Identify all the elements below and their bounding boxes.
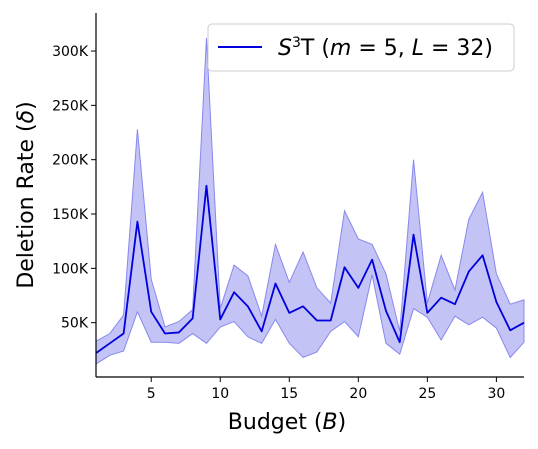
y-tick-label: 50K	[61, 316, 89, 332]
x-axis-title: Budget (B)	[228, 410, 346, 435]
x-tick-label: 10	[211, 386, 229, 402]
y-tick-label: 100K	[52, 261, 89, 277]
series-line	[95, 184, 525, 354]
y-tick-label: 250K	[52, 98, 89, 114]
x-tick-label: 20	[349, 386, 367, 402]
x-tick-label: 15	[280, 386, 298, 402]
x-tick-label: 25	[418, 386, 436, 402]
x-tick-label: 30	[487, 386, 505, 402]
y-tick-label: 300K	[52, 44, 89, 60]
legend: S3T (m = 5, L = 32)	[207, 23, 515, 72]
legend-frame	[207, 23, 515, 72]
y-tick-label: 200K	[52, 153, 89, 169]
x-tick-label: 5	[147, 386, 156, 402]
y-tick-label: 150K	[52, 207, 89, 223]
confidence-band-layer	[95, 37, 525, 365]
axes	[95, 13, 524, 378]
x-ticks: 5 10 15 20 25 30	[147, 377, 505, 402]
legend-label: S3T (m = 5, L = 32)	[278, 35, 493, 61]
confidence-band	[95, 37, 525, 365]
y-ticks: 50K 100K 150K 200K 250K 300K	[52, 44, 96, 332]
y-axis-title: Deletion Rate (δ)	[14, 101, 39, 288]
series-line-layer	[95, 184, 525, 354]
